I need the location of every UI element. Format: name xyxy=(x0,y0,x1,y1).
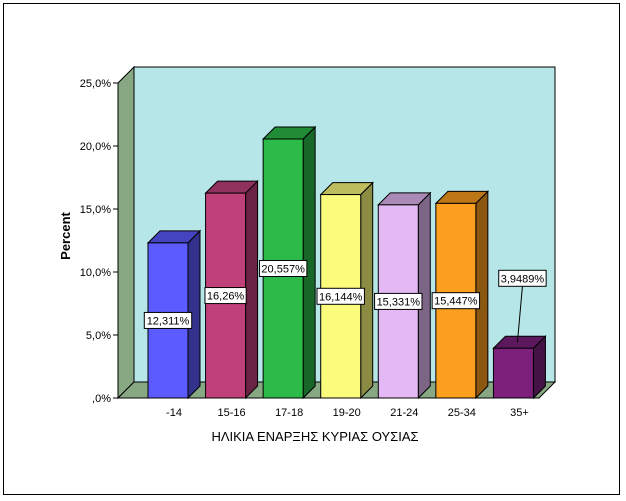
data-label-text: 16,144% xyxy=(319,291,363,303)
data-label-box xyxy=(204,287,247,305)
chart-frame: ,0% 5,0% 10,0% 15,0% 20,0% 25,0% 12,311% 16,26… xyxy=(3,3,620,495)
x-tick-label: 21-24 xyxy=(390,407,418,419)
left-wall xyxy=(117,65,135,400)
x-tick-label: 35+ xyxy=(510,407,529,419)
x-tick-label: -14 xyxy=(166,407,182,419)
data-label-text: 3,9489% xyxy=(501,273,545,285)
data-label-box xyxy=(498,269,547,287)
bar-chart: ,0% 5,0% 10,0% 15,0% 20,0% 25,0% 12,311% 16,26… xyxy=(58,65,557,444)
data-label-box xyxy=(431,292,481,310)
data-label: 15,447% xyxy=(431,292,481,310)
bar-side xyxy=(245,179,259,400)
bar-35+ xyxy=(492,335,547,400)
data-label-text: 16,26% xyxy=(207,291,245,303)
x-axis-labels: -14 15-16 17-18 19-20 21-24 25-34 35+ xyxy=(166,407,529,419)
data-label-leader xyxy=(516,286,523,343)
y-tick-label: 20,0% xyxy=(80,141,111,153)
x-tick-label: 17-18 xyxy=(275,407,303,419)
x-tick-label: 19-20 xyxy=(333,407,361,419)
data-label: 3,9489% xyxy=(498,269,547,343)
data-label-text: 12,311% xyxy=(147,315,190,327)
data-label: 15,331% xyxy=(374,292,423,310)
data-label: 20,557% xyxy=(258,259,308,277)
data-label-text: 15,447% xyxy=(434,296,478,308)
data-labels: 12,311% 16,26% 20,557% 16,144% 15,331% 15,447… xyxy=(143,259,547,343)
data-label-box xyxy=(374,292,423,310)
data-label-text: 15,331% xyxy=(377,296,421,308)
x-axis-title: ΗΛΙΚΙΑ ΕΝΑΡΞΗΣ ΚΥΡΙΑΣ ΟΥΣΙΑΣ xyxy=(211,429,418,444)
y-axis-ticks: ,0% 5,0% 10,0% 15,0% 20,0% 25,0% xyxy=(80,78,118,405)
y-tick-label: 25,0% xyxy=(80,78,111,90)
y-tick-label: 15,0% xyxy=(80,204,111,216)
y-tick-label: ,0% xyxy=(92,393,111,405)
data-label-text: 20,557% xyxy=(261,263,305,275)
x-tick-label: 25-34 xyxy=(448,407,476,419)
data-label-box xyxy=(316,287,365,305)
y-tick-label: 5,0% xyxy=(86,330,111,342)
data-label: 12,311% xyxy=(143,311,193,329)
data-label: 16,144% xyxy=(316,287,365,305)
y-tick-label: 10,0% xyxy=(80,267,111,279)
data-label-box xyxy=(258,259,308,277)
data-label: 16,26% xyxy=(204,287,247,305)
x-tick-label: 15-16 xyxy=(218,407,246,419)
y-axis-title: Percent xyxy=(58,211,73,259)
bar-19-20 xyxy=(319,181,374,400)
bar-front xyxy=(492,347,534,399)
data-label-box xyxy=(143,311,193,329)
